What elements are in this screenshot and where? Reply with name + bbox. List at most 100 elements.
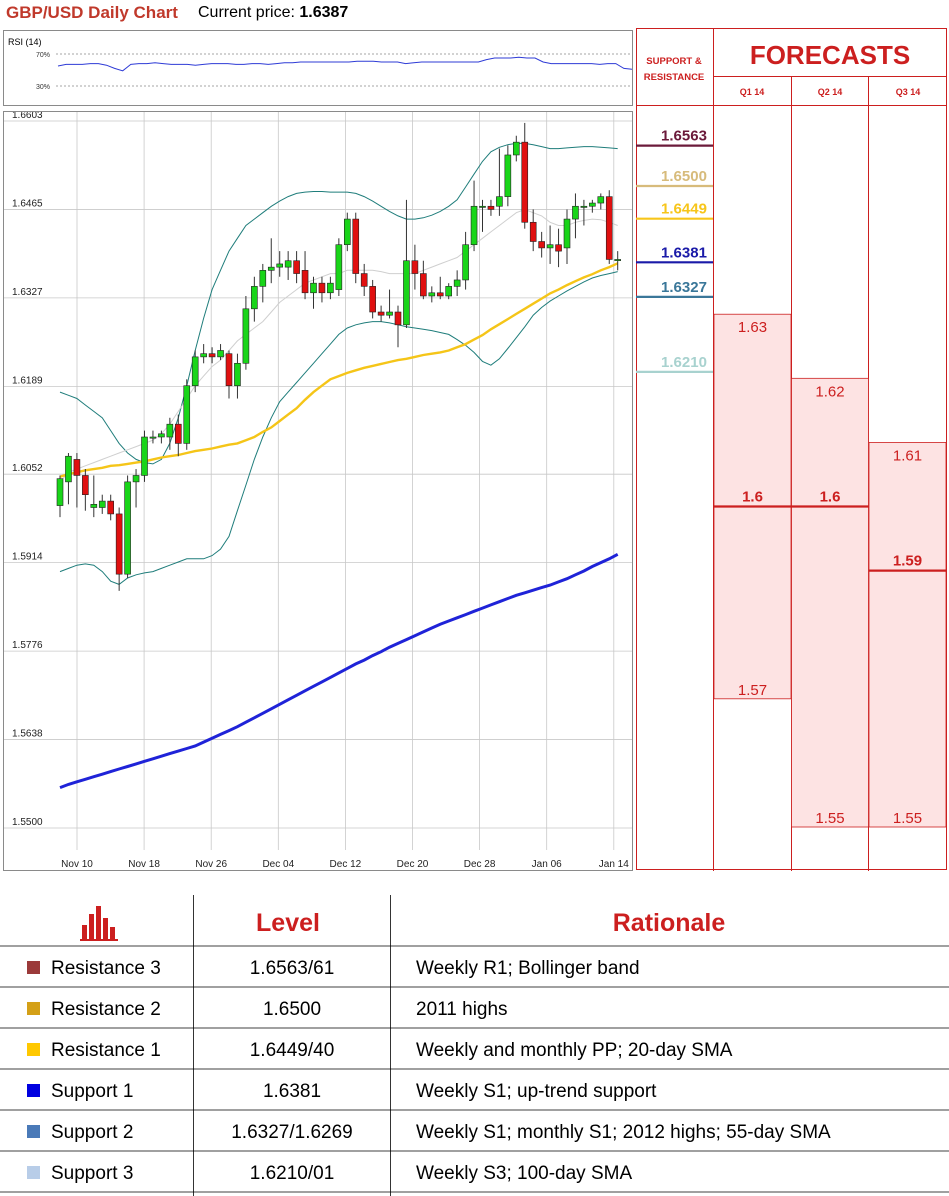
candle-body bbox=[191, 356, 199, 387]
candle-body bbox=[310, 282, 317, 294]
candle-body bbox=[572, 205, 579, 220]
current-price-value: 1.6387 bbox=[299, 4, 349, 21]
candle-body bbox=[251, 286, 258, 310]
candle-body bbox=[158, 433, 165, 438]
forecast-quarter-q2: Q2 14 bbox=[818, 87, 843, 97]
candle-body bbox=[360, 273, 368, 287]
forecast-high-label: 1.63 bbox=[738, 319, 767, 336]
forecast-ranges: 1.63 1.6 1.57 1.62 1.6 1.55 1.61 1.59 1.55 bbox=[713, 313, 947, 828]
row-level-name: Resistance 1 bbox=[51, 1040, 161, 1061]
current-price-label: Current price: bbox=[198, 4, 295, 21]
table-rows: Resistance 3 1.6563/61 Weekly R1; Bollinge… bbox=[0, 945, 949, 1193]
forecast-low-label: 1.57 bbox=[738, 682, 767, 699]
candle-body bbox=[512, 141, 520, 156]
candle-body bbox=[436, 292, 444, 297]
current-price: Current price: 1.6387 bbox=[198, 4, 348, 22]
support-resistance-forecast-panel: SUPPORT & RESISTANCE FORECASTS Q1 14 Q2 … bbox=[636, 28, 947, 871]
candle-body bbox=[293, 260, 300, 274]
bollinger-lower-line bbox=[59, 271, 618, 585]
row-rationale: Weekly S1; up-trend support bbox=[416, 1081, 657, 1102]
candle-body bbox=[259, 270, 267, 287]
candle-body bbox=[589, 202, 596, 207]
forecast-low-label: 1.55 bbox=[893, 810, 922, 827]
y-axis-ticks: 1.6603 1.6465 1.6327 1.6189 1.6052 1.5914 1.57… bbox=[12, 110, 43, 828]
forecast-median-label: 1.6 bbox=[820, 489, 841, 506]
row-color-swatch bbox=[27, 961, 40, 974]
candle-body bbox=[428, 292, 436, 297]
row-color-swatch bbox=[27, 1084, 40, 1097]
y-tick-label: 1.6327 bbox=[12, 287, 43, 298]
candle-body bbox=[327, 282, 334, 294]
candle-body bbox=[132, 475, 140, 483]
candle-body bbox=[107, 500, 114, 515]
forecasts-title: FORECASTS bbox=[750, 40, 910, 70]
candle-body bbox=[529, 221, 537, 242]
candle-body bbox=[462, 244, 469, 281]
moving-averages bbox=[59, 208, 619, 790]
grid bbox=[4, 112, 632, 850]
sr-level-label: 1.6563 bbox=[661, 128, 707, 145]
x-tick-label: Jan 14 bbox=[599, 859, 629, 870]
x-tick-label: Dec 20 bbox=[397, 859, 429, 870]
forecast-quarter-q3: Q3 14 bbox=[896, 87, 921, 97]
row-color-swatch bbox=[27, 1002, 40, 1015]
candle-body bbox=[563, 218, 571, 249]
rsi-level-70: 70% bbox=[36, 52, 50, 59]
candle-body bbox=[377, 311, 385, 316]
y-tick-label: 1.5914 bbox=[12, 552, 43, 563]
candle-body bbox=[149, 436, 157, 439]
forecast-range bbox=[868, 442, 947, 828]
rsi-label: RSI (14) bbox=[8, 37, 42, 47]
candle-body bbox=[445, 286, 453, 297]
candle-body bbox=[56, 478, 64, 506]
row-level-value: 1.6381 bbox=[263, 1081, 321, 1102]
candle-body bbox=[225, 353, 233, 387]
row-level-value: 1.6449/40 bbox=[250, 1040, 335, 1061]
rsi-level-30: 30% bbox=[36, 84, 50, 91]
sr-levels: 1.6563 1.6500 1.6449 1.6381 1.6327 1.6210 bbox=[636, 128, 713, 374]
candle-body bbox=[487, 205, 495, 210]
candle-body bbox=[318, 282, 326, 294]
candle-body bbox=[386, 311, 393, 316]
candle-body bbox=[605, 196, 613, 260]
forecast-high-label: 1.61 bbox=[893, 447, 922, 464]
candle-body bbox=[580, 205, 588, 208]
row-rationale: Weekly R1; Bollinger band bbox=[416, 958, 640, 979]
row-level-value: 1.6500 bbox=[263, 999, 321, 1020]
row-color-swatch bbox=[27, 1125, 40, 1138]
candle-body bbox=[411, 260, 419, 274]
rsi-series-line bbox=[57, 56, 633, 72]
candle-body bbox=[453, 279, 461, 287]
candle-body bbox=[242, 308, 250, 364]
row-rationale: 2011 highs bbox=[416, 999, 508, 1020]
forecast-range bbox=[791, 377, 869, 828]
candle-body bbox=[217, 350, 224, 358]
row-rationale: Weekly S1; monthly S1; 2012 highs; 55-da… bbox=[416, 1122, 831, 1143]
candle-body bbox=[115, 513, 123, 575]
candle-body bbox=[82, 475, 89, 495]
table-header-rationale: Rationale bbox=[613, 909, 726, 937]
x-axis-ticks: Nov 10 Nov 18 Nov 26 Dec 04 Dec 12 Dec 20 Dec … bbox=[61, 859, 629, 870]
y-tick-label: 1.5776 bbox=[12, 640, 43, 651]
row-level-name: Resistance 3 bbox=[51, 958, 161, 979]
sr-title-line-1: SUPPORT & bbox=[646, 56, 702, 67]
price-chart-panel: 1.6603 1.6465 1.6327 1.6189 1.6052 1.5914 1.57… bbox=[3, 110, 633, 871]
y-tick-label: 1.6603 bbox=[12, 112, 43, 121]
row-level-value: 1.6563/61 bbox=[250, 958, 335, 979]
candle-body bbox=[284, 260, 292, 268]
sr-level-label: 1.6327 bbox=[661, 279, 707, 296]
candle-body bbox=[234, 362, 241, 387]
candle-body bbox=[267, 266, 275, 271]
x-tick-label: Nov 26 bbox=[195, 859, 227, 870]
candle-body bbox=[301, 270, 309, 294]
row-level-value: 1.6210/01 bbox=[250, 1163, 335, 1184]
candle-body bbox=[90, 504, 98, 508]
row-color-swatch bbox=[27, 1043, 40, 1056]
candle-body bbox=[65, 455, 72, 483]
candle-body bbox=[276, 263, 284, 268]
x-tick-label: Nov 10 bbox=[61, 859, 93, 870]
candle-body bbox=[496, 196, 503, 207]
x-tick-label: Dec 04 bbox=[262, 859, 294, 870]
candle-body bbox=[183, 385, 191, 444]
chart-title: GBP/USD Daily Chart bbox=[6, 3, 178, 22]
